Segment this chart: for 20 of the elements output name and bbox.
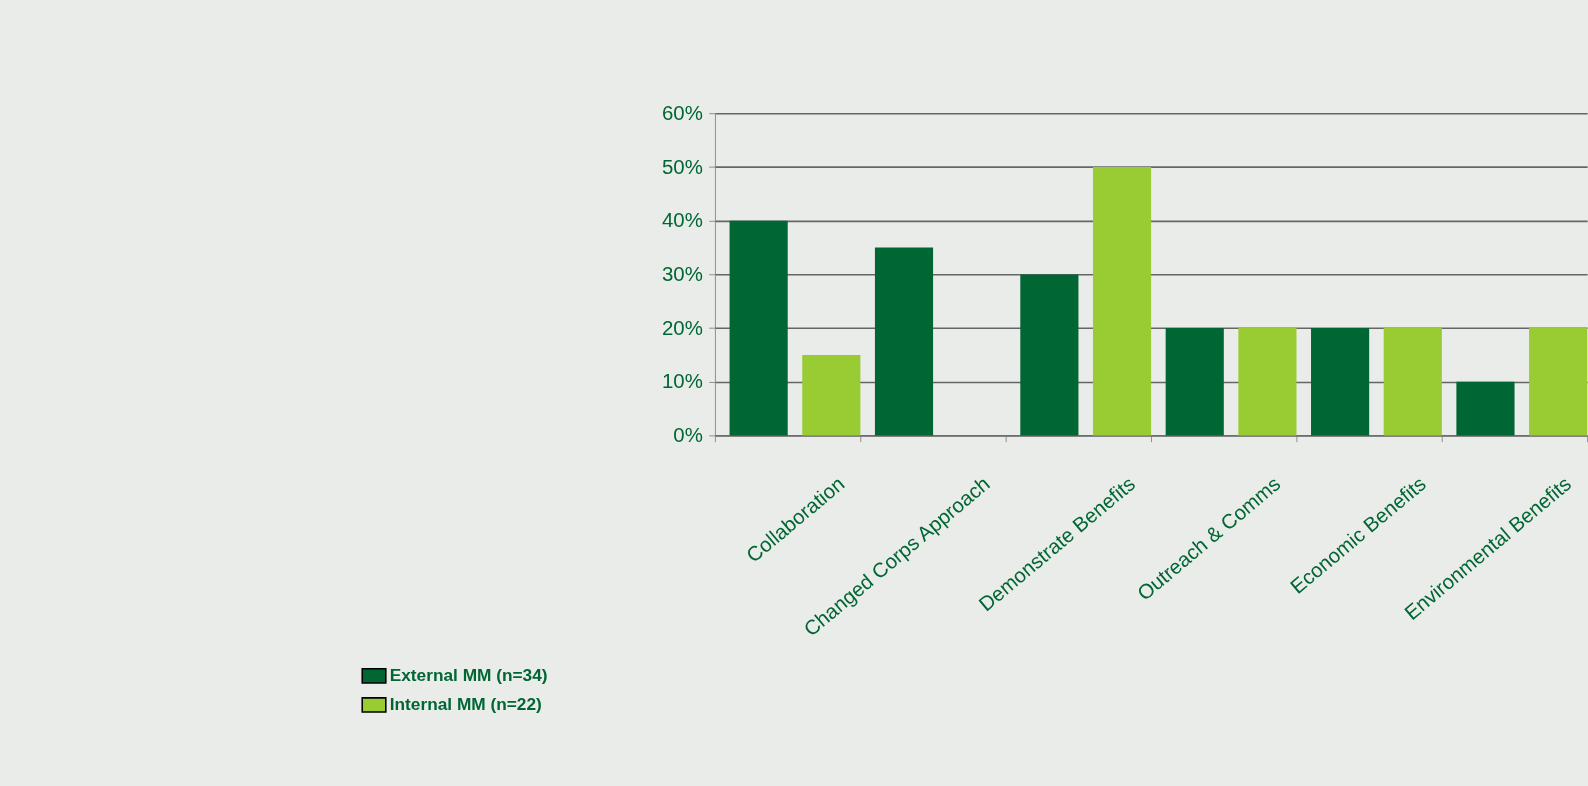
- y-tick-label: 30%: [662, 263, 703, 286]
- legend-label: External MM (n=34): [389, 665, 548, 686]
- bar: [874, 247, 934, 436]
- bar: [1092, 167, 1152, 436]
- y-tick-label: 50%: [662, 155, 703, 178]
- y-tick-label: 20%: [662, 316, 703, 339]
- bar: [802, 354, 861, 436]
- bar: [1456, 381, 1515, 436]
- bar: [1165, 328, 1224, 436]
- y-tick-label: 60%: [662, 101, 703, 124]
- bar: [1383, 328, 1442, 436]
- bar: [729, 220, 788, 436]
- bar: [1311, 328, 1370, 436]
- y-tick-label: 10%: [662, 370, 703, 393]
- bar: [1529, 328, 1588, 436]
- y-tick-label: 0%: [673, 424, 703, 447]
- bar: [1020, 274, 1079, 436]
- bar: [1238, 328, 1297, 436]
- legend-label: Internal MM (n=22): [389, 694, 542, 715]
- y-tick-label: 40%: [662, 209, 703, 232]
